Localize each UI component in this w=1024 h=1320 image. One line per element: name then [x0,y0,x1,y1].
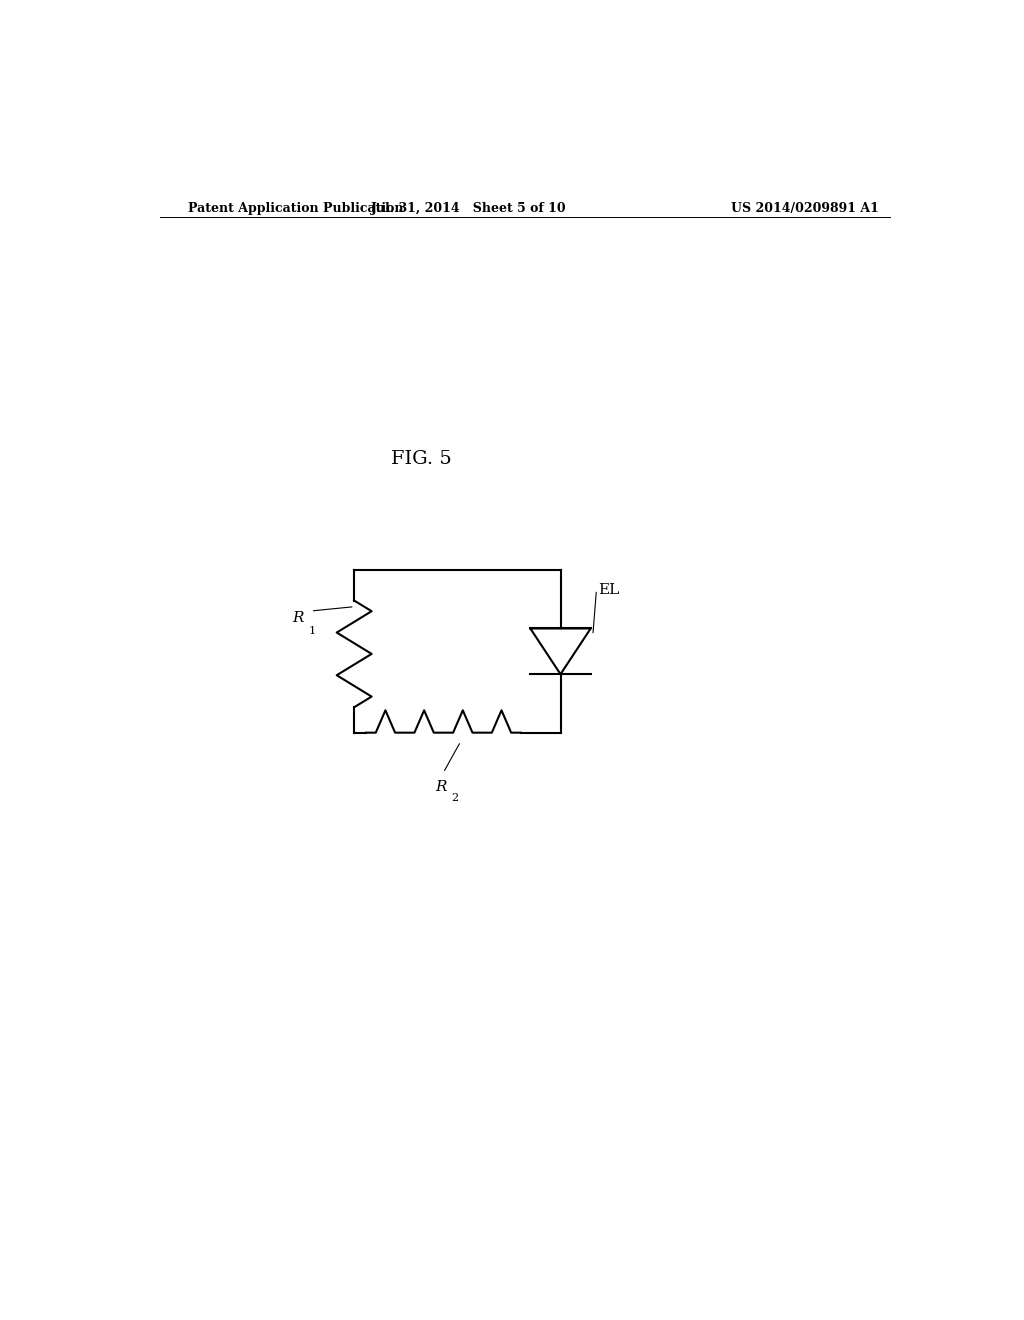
Text: FIG. 5: FIG. 5 [391,450,452,469]
Text: Jul. 31, 2014   Sheet 5 of 10: Jul. 31, 2014 Sheet 5 of 10 [372,202,567,215]
Text: US 2014/0209891 A1: US 2014/0209891 A1 [731,202,879,215]
Text: EL: EL [599,583,620,598]
Text: 2: 2 [451,792,458,803]
Text: Patent Application Publication: Patent Application Publication [187,202,403,215]
Text: R: R [293,611,304,624]
Text: 1: 1 [308,626,315,636]
Text: R: R [435,780,447,795]
